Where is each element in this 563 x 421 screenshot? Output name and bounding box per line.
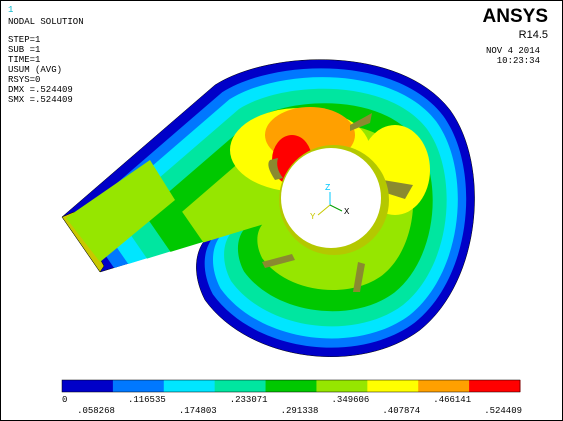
- screen: 1 NODAL SOLUTION ANSYS R14.5 NOV 4 2014 …: [0, 0, 563, 421]
- legend-label: .233071: [230, 395, 268, 405]
- legend-band: [469, 380, 520, 392]
- brand: ANSYS: [483, 6, 548, 27]
- info-line: TIME=1: [8, 55, 40, 65]
- info-title: NODAL SOLUTION: [8, 17, 84, 27]
- legend-label: .291338: [281, 406, 319, 416]
- info-line: USUM (AVG): [8, 65, 62, 75]
- legend-label: .407874: [382, 406, 420, 416]
- legend-label: 0: [62, 395, 67, 405]
- info-line: STEP=1: [8, 35, 40, 45]
- info-line: SUB =1: [8, 45, 40, 55]
- info-line: RSYS=0: [8, 75, 40, 85]
- legend-band: [266, 380, 317, 392]
- triad-x: X: [344, 207, 350, 217]
- legend-band: [316, 380, 367, 392]
- version: R14.5: [519, 29, 548, 41]
- legend-label: .349606: [332, 395, 370, 405]
- info-line: SMX =.524409: [8, 95, 73, 105]
- triad-y: Y: [310, 212, 316, 222]
- legend-band: [113, 380, 164, 392]
- window-number: 1: [8, 5, 13, 15]
- legend-label: .524409: [484, 406, 522, 416]
- legend-label: .174803: [179, 406, 217, 416]
- legend-label: .466141: [433, 395, 471, 405]
- time: 10:23:34: [497, 56, 540, 66]
- date: NOV 4 2014: [486, 46, 540, 56]
- legend-band: [418, 380, 469, 392]
- legend-band: [215, 380, 266, 392]
- hub: [281, 148, 381, 248]
- triad-z: Z: [325, 183, 331, 193]
- legend-label: .058268: [77, 406, 115, 416]
- info-line: DMX =.524409: [8, 85, 73, 95]
- legend-band: [164, 380, 215, 392]
- legend-label: .116535: [128, 395, 166, 405]
- legend-band: [62, 380, 113, 392]
- legend-band: [367, 380, 418, 392]
